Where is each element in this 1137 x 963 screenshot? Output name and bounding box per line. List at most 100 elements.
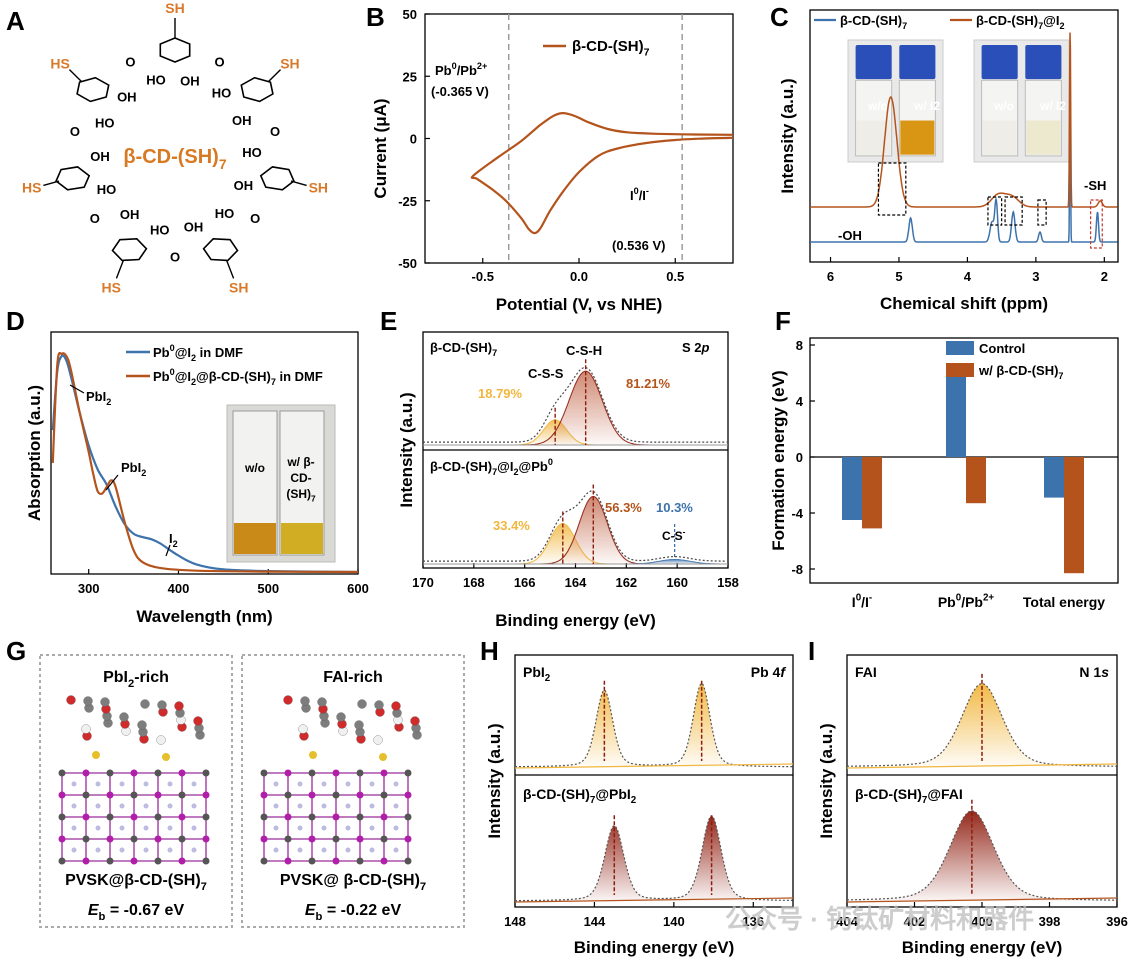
legend-swatch: [946, 341, 974, 355]
cation-atom: [273, 825, 279, 831]
label-part: @FAI: [927, 786, 962, 802]
lattice-atom: [154, 769, 162, 777]
absorption-curve: [51, 351, 359, 574]
lattice-atom: [154, 835, 162, 843]
legend-swatch: [946, 363, 974, 377]
nmr-chart: 6 5 4 3 2w/o w/ I2 w/o w/ I2-OH-SHβ-CD-(SH)7 β-C…: [778, 9, 1119, 313]
cation-atom: [95, 781, 101, 787]
label-part: 0: [956, 593, 962, 604]
label-part: 2: [1059, 21, 1064, 31]
lattice-atom: [380, 813, 388, 821]
x-axis-title: Binding energy (eV): [574, 938, 735, 957]
cation-atom: [167, 781, 173, 787]
vial-cap: [981, 45, 1018, 80]
label-part: @I: [1043, 13, 1059, 28]
subplot-title: FAI: [855, 664, 877, 680]
model-title: FAI-rich: [323, 669, 383, 686]
lattice-atom: [58, 791, 66, 799]
atom: [374, 700, 384, 710]
lattice-atom: [202, 835, 210, 843]
annotation-i-value: (0.536 V): [612, 238, 665, 253]
lattice-atom: [82, 813, 90, 821]
cation-atom: [393, 825, 399, 831]
annotation-pbi2: PbI2: [121, 460, 146, 478]
label-part: S 2: [682, 340, 702, 355]
label-part: b: [316, 911, 323, 923]
oxygen-label: O: [250, 211, 260, 226]
abs-xtick-label: 300: [78, 581, 100, 596]
lattice-atom: [106, 857, 114, 865]
cation-atom: [143, 781, 149, 787]
xps-envelope: [515, 682, 793, 768]
label-part: 7: [1038, 21, 1043, 31]
lattice-atom: [58, 835, 66, 843]
lattice-atom: [82, 835, 90, 843]
y-axis-title: Current (μA): [371, 98, 390, 198]
model-frame: [39, 654, 233, 928]
x-tick-label: -0.5: [472, 269, 494, 284]
panelH-x-xtick-label: 148: [504, 914, 526, 929]
plot-frame: [50, 331, 359, 575]
annotation-i: I0/I-: [630, 186, 649, 203]
lattice-atom: [308, 791, 316, 799]
label-part: 7: [201, 881, 207, 893]
cation-atom: [95, 825, 101, 831]
label-part: 7: [219, 156, 227, 172]
xps-envelope: [847, 683, 1117, 767]
nmr-xtick-label: 2: [1101, 269, 1108, 284]
photo-vials: w/o w/ β- CD- (SH)7: [226, 404, 336, 563]
vial-liquid: [982, 120, 1017, 155]
category-label: I0/I-: [852, 593, 872, 610]
label-part: = -0.22 eV: [322, 902, 401, 919]
bar: [1044, 457, 1064, 498]
lattice-atom: [130, 835, 138, 843]
lattice-atom: [106, 791, 114, 799]
cation-atom: [95, 803, 101, 809]
glucose-ring: [55, 166, 91, 191]
label-part: 0: [634, 186, 639, 196]
label-part: (SH): [286, 487, 311, 501]
label-part: E: [305, 902, 317, 919]
label-part: 2: [173, 539, 178, 549]
cation-atom: [143, 803, 149, 809]
label-part: 0: [548, 457, 553, 467]
lattice-atom: [332, 769, 340, 777]
label-part: 7: [420, 881, 426, 893]
label-part: 7: [590, 795, 596, 806]
lattice-atom: [260, 835, 268, 843]
corner-label: N 1s: [1079, 664, 1109, 680]
lattice-atom: [58, 769, 66, 777]
highlight-box: [877, 162, 907, 216]
thiol-label: HS: [101, 279, 120, 295]
baseline: [514, 763, 794, 769]
x-axis-title: Potential (V, vs NHE): [496, 295, 663, 314]
subplot-title: PbI2: [523, 664, 551, 684]
atom: [357, 699, 367, 709]
label-part: 7: [922, 795, 928, 806]
cation-atom: [191, 781, 197, 787]
label-part: 7: [902, 21, 907, 31]
label-part: 0: [452, 61, 457, 71]
annotation-pb-value: (-0.365 V): [431, 84, 489, 99]
sulfur-atom: [309, 751, 317, 759]
photo-label: w/o: [993, 99, 1014, 113]
label-part: in DMF: [276, 369, 323, 384]
lattice-atom: [308, 835, 316, 843]
cation-atom: [345, 847, 351, 853]
panelH-x-xtick-label: 140: [663, 914, 685, 929]
atom: [156, 735, 166, 745]
bar: [1064, 457, 1084, 574]
label-part: /Pb: [961, 594, 983, 610]
vial-liquid: [234, 523, 276, 554]
panel-label-f: F: [775, 306, 791, 336]
lattice-atom: [202, 857, 210, 865]
lattice-atom: [380, 835, 388, 843]
cation-atom: [345, 825, 351, 831]
cation-atom: [273, 847, 279, 853]
glucose-ring: [259, 166, 295, 191]
lattice-atom: [154, 857, 162, 865]
lattice-atom: [404, 835, 412, 843]
y-tick-label: -25: [398, 194, 417, 209]
lattice-atom: [308, 857, 316, 865]
cation-atom: [191, 825, 197, 831]
